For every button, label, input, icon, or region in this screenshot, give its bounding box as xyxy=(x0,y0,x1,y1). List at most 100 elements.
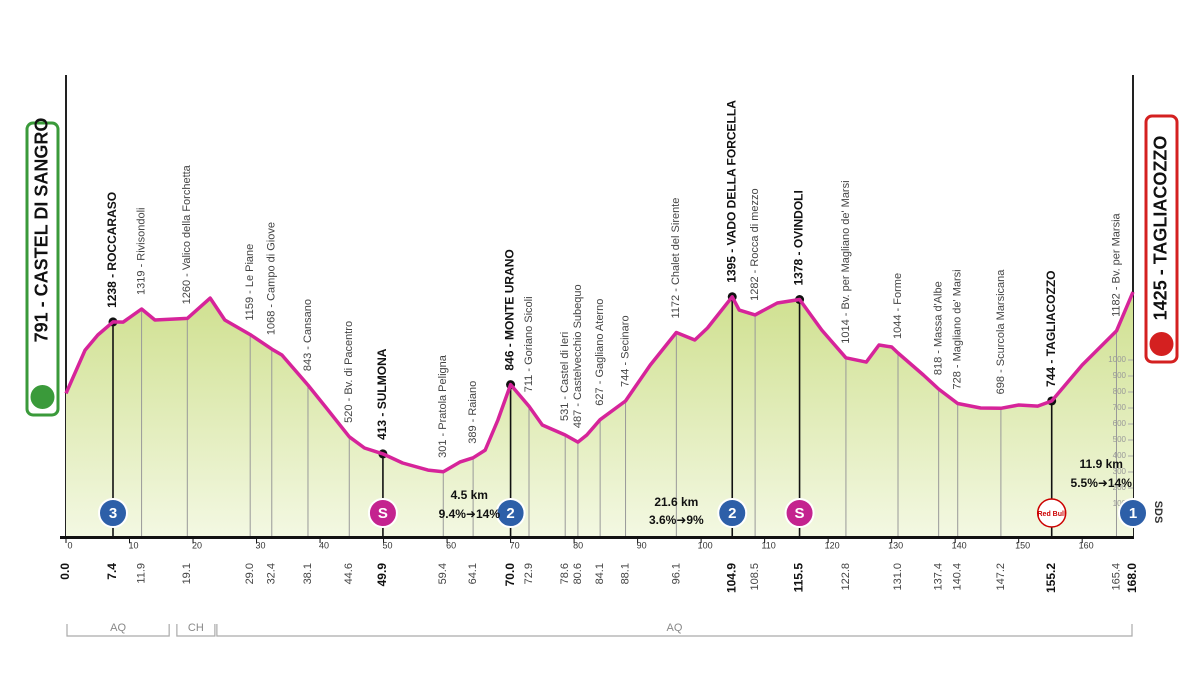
climb-grade: 5.5%➜14% xyxy=(1071,476,1133,490)
climb-length: 4.5 km xyxy=(451,488,488,502)
x-tick-label: 100 xyxy=(698,540,713,550)
climb-marker xyxy=(97,498,128,528)
y-tick-label: 400 xyxy=(1113,451,1127,460)
km-label: 122.8 xyxy=(840,563,852,591)
km-label: 11.9 xyxy=(135,563,147,584)
waypoint-label: 711 - Goriano Sicoli xyxy=(523,296,535,392)
km-label: 155.2 xyxy=(1044,563,1058,593)
km-label: 0.0 xyxy=(58,563,72,580)
waypoint-label: 627 - Gagliano Aterno xyxy=(594,299,606,406)
marker-label: 3 xyxy=(109,505,117,522)
waypoint-label: 698 - Scurcola Marsicana xyxy=(995,269,1007,395)
x-tick-label: 80 xyxy=(573,540,583,550)
y-tick-label: 800 xyxy=(1113,387,1127,396)
km-label: 137.4 xyxy=(933,563,945,591)
x-tick-label: 130 xyxy=(888,540,903,550)
finish-label: 1425 - TAGLIACOZZO xyxy=(1150,136,1170,321)
profile-line xyxy=(64,291,1135,474)
marker-label: 1 xyxy=(1129,505,1137,522)
waypoint-label: 744 - TAGLIACOZZO xyxy=(1044,271,1058,387)
climb-marker xyxy=(784,498,815,528)
waypoint-label: 846 - MONTE URANO xyxy=(503,249,517,370)
km-label: 108.5 xyxy=(749,563,761,591)
waypoint-label: 1044 - Forme xyxy=(892,273,904,339)
y-tick-label: 600 xyxy=(1113,419,1127,428)
km-label: 72.9 xyxy=(523,563,535,584)
km-label: 59.4 xyxy=(437,563,449,584)
town-icon xyxy=(30,385,55,409)
waypoint-label: 728 - Magliano de' Marsi xyxy=(952,269,964,389)
waypoint-label: 1319 - Rivisondoli xyxy=(135,208,147,295)
climb-length: 11.9 km xyxy=(1080,457,1123,471)
x-tick-label: 140 xyxy=(952,540,967,550)
y-tick-label: 900 xyxy=(1113,371,1127,380)
climb-grade: 3.6%➜9% xyxy=(649,513,704,527)
x-tick-label: 50 xyxy=(383,540,393,550)
waypoint-label: 389 - Raiano xyxy=(467,381,479,444)
waypoint-label: 487 - Castelvecchio Subequo xyxy=(572,284,584,428)
waypoint-label: 520 - Bv. di Pacentro xyxy=(343,321,355,423)
waypoint-label: 818 - Massa d'Albe xyxy=(933,281,945,375)
waypoint-label: 843 - Cansano xyxy=(302,299,314,371)
y-tick-label: 100 xyxy=(1113,499,1127,508)
region-label: AQ xyxy=(110,622,126,634)
km-label: 38.1 xyxy=(302,563,314,584)
y-tick-label: 200 xyxy=(1113,483,1127,492)
km-label: 19.1 xyxy=(181,563,193,584)
climb-grade: 9.4%➜14% xyxy=(439,507,501,521)
marker-label: S xyxy=(795,505,805,522)
y-tick-label: 1000 xyxy=(1108,355,1126,364)
waypoint-label: 1159 - Le Piane xyxy=(244,244,256,321)
waypoint-label: 1238 - ROCCARASO xyxy=(105,192,119,308)
km-label: 29.0 xyxy=(244,563,256,584)
climb-length: 21.6 km xyxy=(654,495,698,509)
waypoint-label: 1395 - VADO DELLA FORCELLA xyxy=(724,100,738,283)
km-label: 7.4 xyxy=(105,563,119,580)
side-label: SDS xyxy=(1152,501,1164,524)
area-fill xyxy=(66,292,1133,536)
km-label: 78.6 xyxy=(559,563,571,584)
waypoint-label: 413 - SULMONA xyxy=(375,348,389,440)
start-box xyxy=(25,121,60,417)
km-label: 96.1 xyxy=(670,563,682,584)
x-tick-label: 110 xyxy=(761,540,775,550)
km-label: 64.1 xyxy=(467,563,479,584)
marker-label: S xyxy=(378,505,388,522)
km-label: 80.6 xyxy=(572,563,584,584)
x-tick-label: 40 xyxy=(319,540,329,550)
x-tick-label: 0 xyxy=(67,540,72,550)
waypoint-label: 1378 - OVINDOLI xyxy=(792,190,806,285)
km-label: 115.5 xyxy=(792,563,806,593)
climb-marker xyxy=(1118,498,1148,528)
region-label: AQ xyxy=(666,622,682,634)
x-tick-label: 90 xyxy=(637,540,647,550)
start-label: 791 - CASTEL DI SANGRO xyxy=(31,118,51,343)
x-tick-label: 160 xyxy=(1079,540,1094,550)
marker-label: Red Bull xyxy=(1038,511,1066,518)
km-label: 32.4 xyxy=(266,563,278,584)
region-bracket xyxy=(216,624,1133,637)
waypoint-label: 531 - Castel di Ieri xyxy=(559,332,571,421)
waypoint-label: 1282 - Rocca di mezzo xyxy=(749,188,761,301)
km-label: 49.9 xyxy=(375,563,389,587)
waypoint-label: 1182 - Bv. per Marsia xyxy=(1110,212,1122,316)
x-tick-label: 120 xyxy=(825,540,840,550)
km-label: 84.1 xyxy=(594,563,606,584)
waypoint-label: 744 - Secinaro xyxy=(619,315,631,387)
km-label: 44.6 xyxy=(343,563,355,584)
km-label: 168.0 xyxy=(1125,563,1139,593)
km-label: 140.4 xyxy=(952,563,964,591)
x-tick-label: 60 xyxy=(446,540,456,550)
climb-marker xyxy=(495,498,526,528)
waypoint-label: 301 - Pratola Peligna xyxy=(437,354,449,458)
y-tick-label: 500 xyxy=(1113,435,1127,444)
region-bracket xyxy=(66,624,170,637)
climb-marker xyxy=(717,498,748,528)
climb-marker xyxy=(367,498,398,528)
x-tick-label: 150 xyxy=(1015,540,1030,550)
marker-label: 2 xyxy=(506,505,514,522)
waypoint-label: 1014 - Bv. per Magliano de' Marsi xyxy=(840,180,852,343)
marker-label: 2 xyxy=(728,505,736,522)
km-label: 131.0 xyxy=(892,563,904,591)
